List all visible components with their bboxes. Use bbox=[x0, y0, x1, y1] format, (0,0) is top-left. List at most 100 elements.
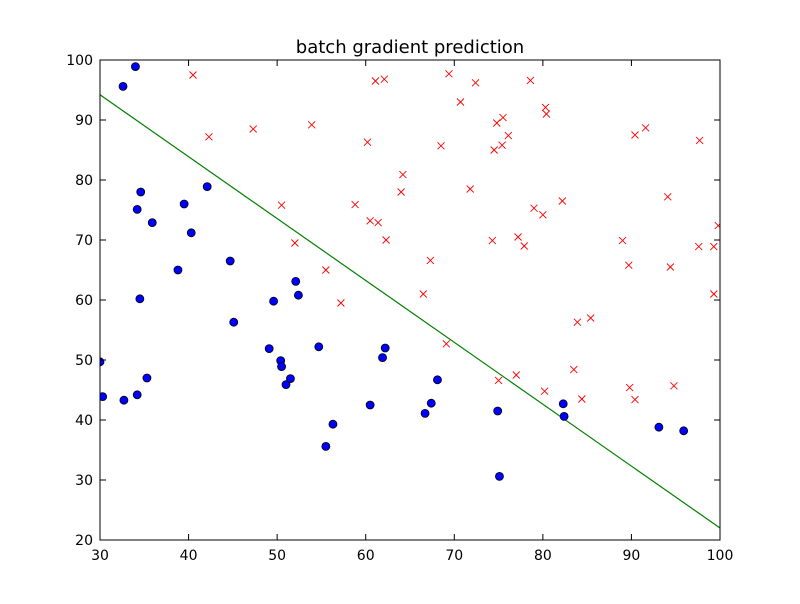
data-point-cross bbox=[526, 76, 535, 85]
data-point-circle bbox=[173, 265, 183, 275]
data-point-cross bbox=[488, 236, 497, 245]
data-point-cross bbox=[351, 200, 359, 209]
data-point-cross bbox=[709, 290, 718, 298]
data-point-circle bbox=[328, 419, 338, 429]
data-point-cross bbox=[291, 239, 299, 247]
data-point-circle bbox=[269, 296, 279, 306]
x-tick-label: 30 bbox=[91, 548, 109, 564]
cross-stroke bbox=[277, 201, 286, 210]
cross-stroke bbox=[670, 381, 678, 390]
cross-stroke bbox=[539, 210, 547, 219]
data-point-cross bbox=[670, 381, 678, 390]
cross-stroke bbox=[625, 383, 634, 392]
data-point-circle bbox=[314, 342, 324, 352]
data-point-cross bbox=[277, 201, 286, 210]
data-point-cross bbox=[514, 233, 522, 241]
data-point-circle bbox=[420, 408, 430, 418]
data-point-circle bbox=[229, 317, 239, 327]
data-point-cross bbox=[530, 204, 538, 213]
data-point-cross bbox=[189, 71, 197, 79]
data-point-cross bbox=[542, 110, 551, 118]
data-point-circle bbox=[119, 395, 129, 405]
data-point-cross bbox=[371, 77, 380, 85]
cross-stroke bbox=[631, 395, 639, 404]
data-point-cross bbox=[456, 98, 465, 106]
cross-stroke bbox=[520, 242, 529, 250]
cross-stroke bbox=[714, 223, 720, 230]
data-point-cross bbox=[631, 131, 639, 139]
cross-stroke bbox=[382, 236, 390, 244]
data-point-circle bbox=[380, 343, 390, 353]
cross-stroke bbox=[397, 188, 405, 196]
data-point-cross bbox=[382, 236, 390, 244]
cross-stroke bbox=[570, 365, 578, 374]
data-point-circle bbox=[426, 398, 436, 408]
data-point-cross bbox=[539, 210, 547, 219]
data-point-circle bbox=[286, 374, 295, 384]
cross-stroke bbox=[498, 141, 506, 150]
y-tick-label: 80 bbox=[75, 173, 93, 189]
cross-stroke bbox=[558, 197, 567, 205]
data-point-cross bbox=[399, 170, 407, 179]
cross-stroke bbox=[189, 71, 197, 79]
cross-stroke bbox=[371, 77, 380, 85]
data-point-cross bbox=[466, 185, 475, 193]
cross-stroke bbox=[624, 261, 633, 270]
cross-stroke bbox=[618, 236, 627, 245]
data-point-circle bbox=[654, 422, 664, 432]
data-point-cross bbox=[494, 376, 503, 385]
cross-stroke bbox=[663, 192, 672, 201]
data-point-cross bbox=[419, 290, 428, 298]
data-point-cross bbox=[307, 120, 316, 129]
data-point-circle bbox=[179, 199, 189, 209]
data-point-circle bbox=[135, 294, 145, 304]
cross-stroke bbox=[466, 185, 475, 193]
data-point-circle bbox=[277, 362, 286, 372]
y-tick-label: 90 bbox=[75, 113, 93, 129]
data-point-circle bbox=[679, 426, 689, 436]
cross-stroke bbox=[307, 120, 316, 129]
cross-stroke bbox=[492, 119, 501, 127]
data-point-circle bbox=[378, 353, 387, 363]
data-point-circle bbox=[147, 218, 157, 228]
x-tick-label: 40 bbox=[180, 548, 198, 564]
x-tick-label: 100 bbox=[707, 548, 734, 564]
x-tick-label: 80 bbox=[534, 548, 552, 564]
data-point-circle bbox=[131, 62, 140, 71]
cross-stroke bbox=[666, 263, 675, 271]
data-point-cross bbox=[492, 119, 501, 127]
cross-stroke bbox=[494, 376, 503, 385]
data-point-circle bbox=[433, 375, 442, 385]
cross-stroke bbox=[419, 290, 428, 298]
data-point-cross bbox=[578, 395, 586, 403]
data-point-cross bbox=[442, 339, 451, 348]
cross-stroke bbox=[456, 98, 465, 106]
data-point-cross bbox=[445, 69, 453, 78]
data-point-cross bbox=[249, 125, 258, 133]
cross-stroke bbox=[694, 242, 703, 251]
cross-stroke bbox=[504, 131, 513, 140]
data-point-circle bbox=[142, 373, 152, 383]
data-point-cross bbox=[512, 371, 521, 379]
cross-stroke bbox=[426, 256, 435, 265]
cross-stroke bbox=[437, 141, 445, 150]
data-point-cross bbox=[437, 141, 445, 150]
data-point-cross bbox=[490, 146, 498, 154]
data-point-circle bbox=[495, 471, 504, 481]
x-tick-label: 90 bbox=[623, 548, 641, 564]
y-tick-label: 70 bbox=[75, 233, 93, 249]
data-point-cross bbox=[499, 113, 507, 122]
data-point-circle bbox=[291, 276, 301, 286]
y-tick-label: 60 bbox=[75, 293, 93, 309]
cross-stroke bbox=[322, 266, 330, 274]
data-point-cross bbox=[397, 188, 405, 196]
cross-stroke bbox=[709, 290, 718, 298]
data-point-cross bbox=[618, 236, 627, 245]
data-point-cross bbox=[322, 266, 330, 274]
cross-stroke bbox=[490, 146, 498, 154]
decision-boundary-line bbox=[100, 94, 720, 529]
data-point-circle bbox=[264, 344, 274, 354]
cross-stroke bbox=[205, 132, 213, 141]
